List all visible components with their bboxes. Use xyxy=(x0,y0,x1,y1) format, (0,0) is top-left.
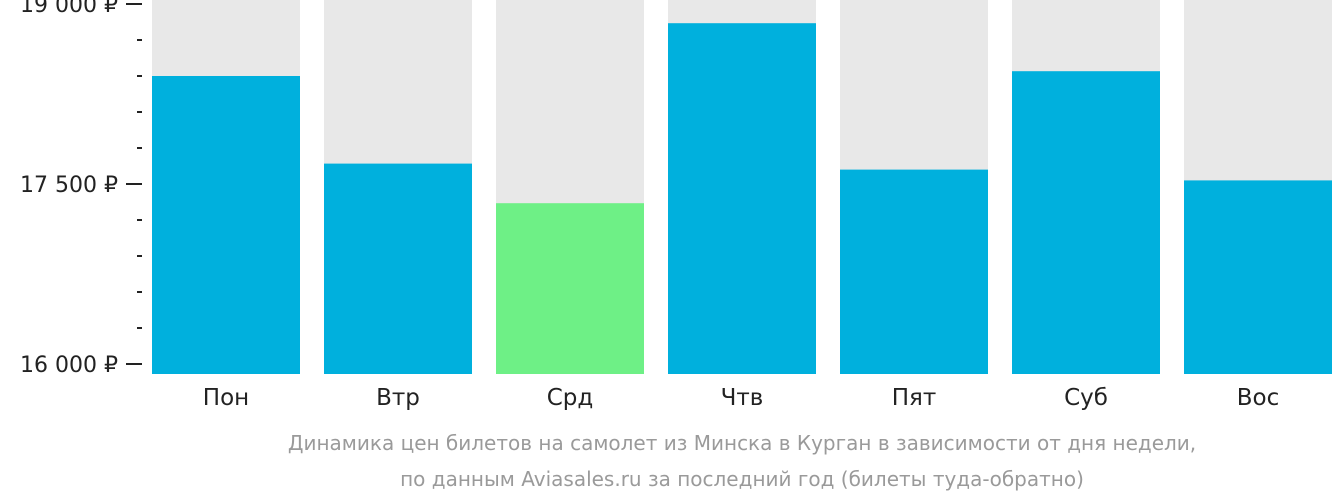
y-axis: 19 000 ₽ 17 500 ₽ 16 000 ₽ xyxy=(20,0,142,378)
x-tick-label: Пят xyxy=(892,385,937,411)
bars xyxy=(152,23,1332,374)
bar xyxy=(1184,180,1332,374)
bar xyxy=(324,163,472,374)
bar xyxy=(152,76,300,374)
x-tick-label: Чтв xyxy=(721,385,764,411)
y-tick-label: 16 000 ₽ xyxy=(20,353,118,378)
y-tick-label: 19 000 ₽ xyxy=(20,0,118,18)
y-tick-label: 17 500 ₽ xyxy=(20,173,118,198)
x-axis-labels: Пон Втр Срд Чтв Пят Суб Вос xyxy=(203,385,1279,411)
bar xyxy=(1012,71,1160,374)
chart-caption-line-2: по данным Aviasales.ru за последний год … xyxy=(400,467,1084,491)
x-tick-label: Суб xyxy=(1064,385,1108,411)
x-tick-label: Срд xyxy=(547,385,594,411)
bar xyxy=(496,203,644,374)
x-tick-label: Втр xyxy=(376,385,420,411)
bar xyxy=(668,23,816,374)
bar xyxy=(840,169,988,374)
x-tick-label: Пон xyxy=(203,385,249,411)
chart-caption-line-1: Динамика цен билетов на самолет из Минск… xyxy=(287,431,1197,455)
x-tick-label: Вос xyxy=(1237,385,1280,411)
